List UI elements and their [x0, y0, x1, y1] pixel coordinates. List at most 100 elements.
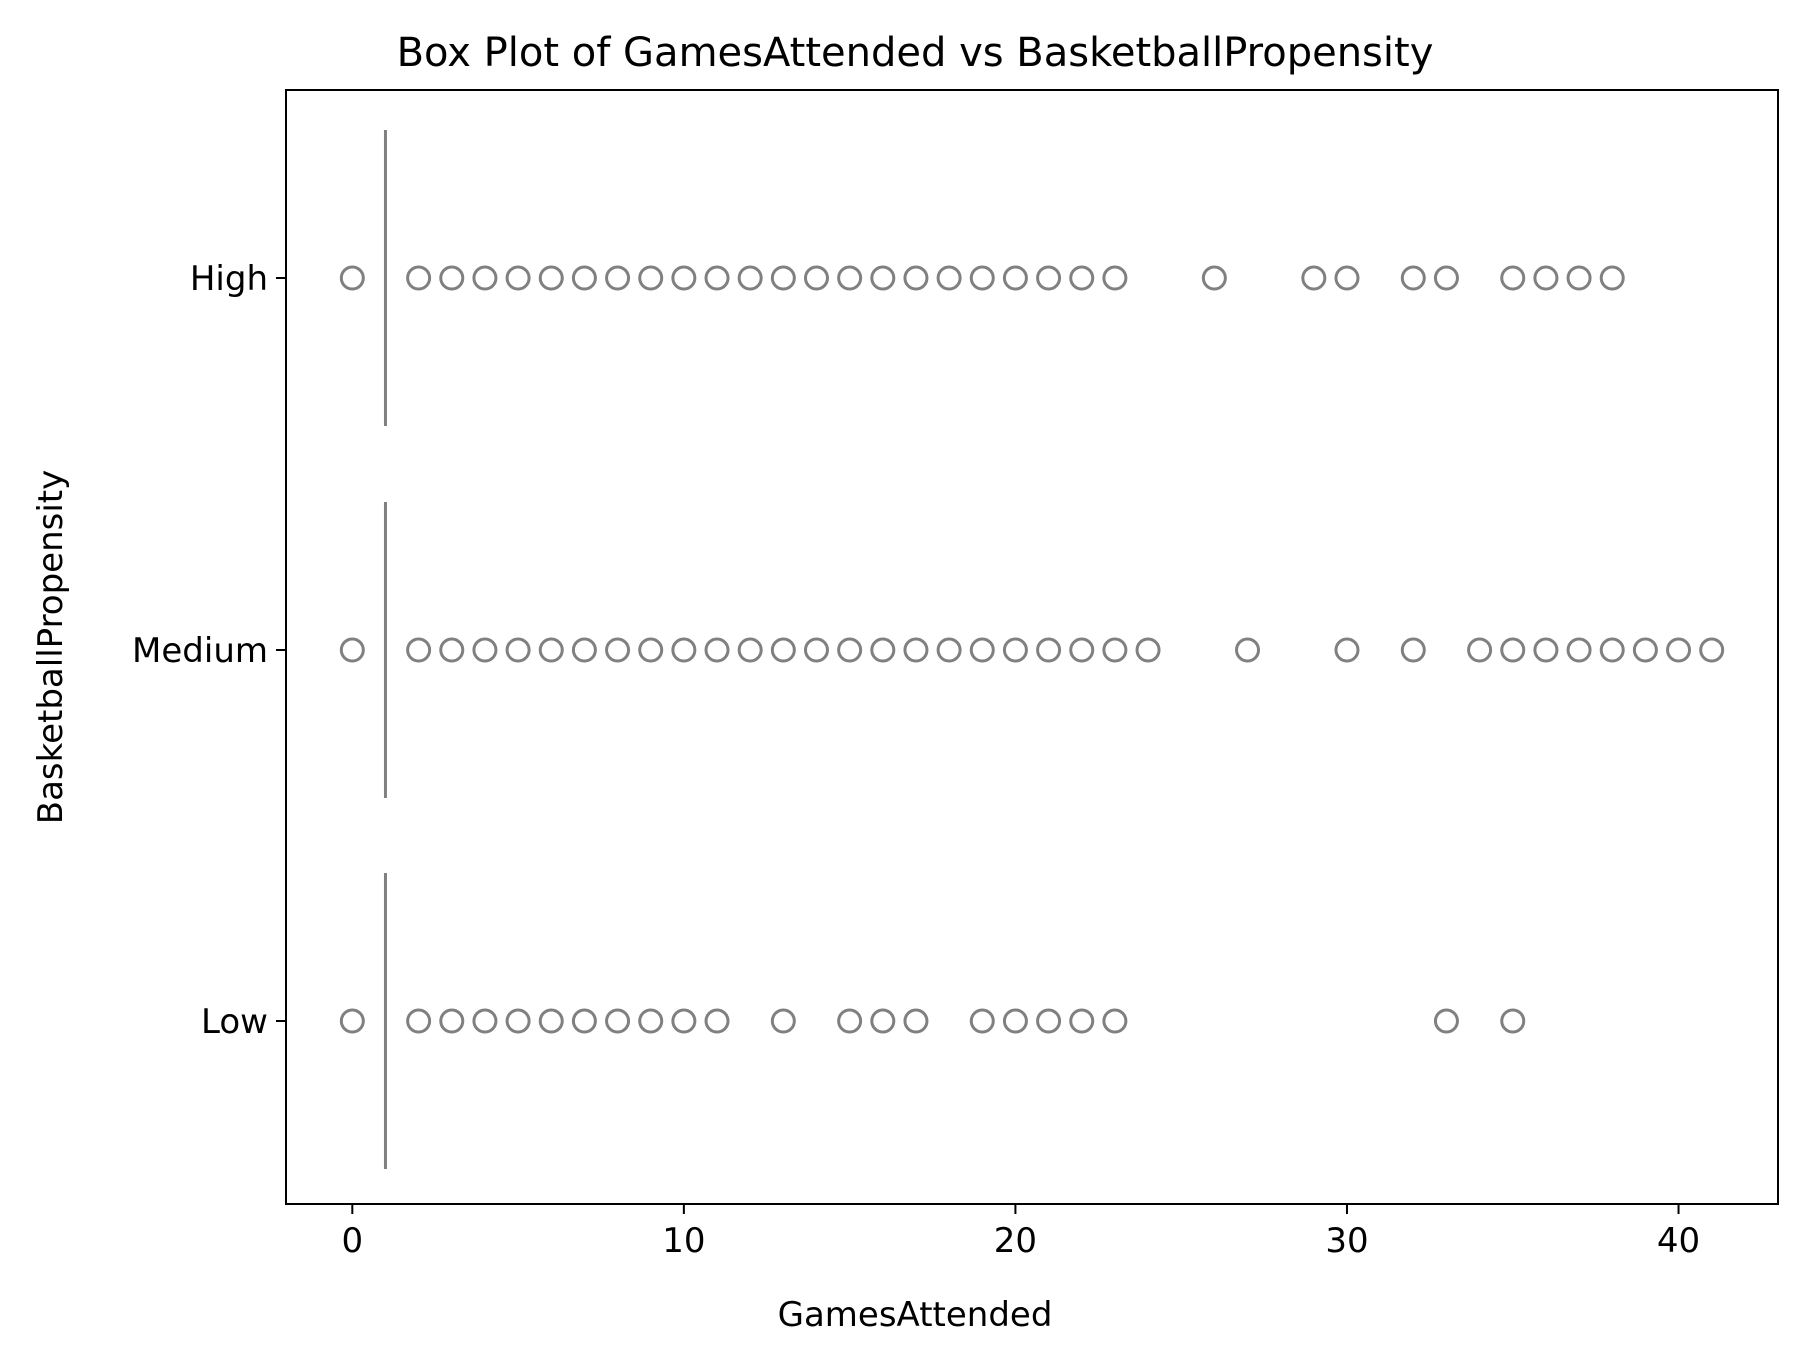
outlier-point	[1467, 637, 1493, 663]
outlier-point	[339, 637, 365, 663]
outlier-point	[1334, 637, 1360, 663]
outlier-point	[936, 265, 962, 291]
outlier-point	[704, 1008, 730, 1034]
outlier-point	[1036, 1008, 1062, 1034]
box-high	[339, 130, 1625, 426]
outlier-point	[1334, 265, 1360, 291]
outlier-point	[770, 1008, 796, 1034]
plot-area	[339, 130, 1725, 1169]
outlier-point	[803, 637, 829, 663]
x-tick-label: 0	[341, 1221, 363, 1261]
outlier-point	[406, 637, 432, 663]
outlier-point	[737, 265, 763, 291]
outlier-point	[1002, 265, 1028, 291]
outlier-point	[969, 265, 995, 291]
chart-title: Box Plot of GamesAttended vs BasketballP…	[397, 30, 1434, 76]
outlier-point	[870, 1008, 896, 1034]
outlier-point	[1135, 637, 1161, 663]
outlier-point	[1666, 637, 1692, 663]
outlier-point	[538, 637, 564, 663]
x-tick-label: 30	[1325, 1221, 1368, 1261]
outlier-point	[671, 265, 697, 291]
x-axis-label: GamesAttended	[778, 1295, 1053, 1335]
outlier-point	[439, 265, 465, 291]
outlier-point	[1400, 265, 1426, 291]
outlier-point	[1036, 637, 1062, 663]
outlier-point	[770, 637, 796, 663]
outlier-point	[870, 265, 896, 291]
outlier-point	[1433, 265, 1459, 291]
outlier-point	[406, 1008, 432, 1034]
outlier-point	[638, 1008, 664, 1034]
outlier-point	[1201, 265, 1227, 291]
outlier-point	[1069, 1008, 1095, 1034]
outlier-point	[1533, 637, 1559, 663]
outlier-point	[671, 1008, 697, 1034]
outlier-point	[770, 265, 796, 291]
outlier-point	[538, 265, 564, 291]
x-axis: 0 10 20 30 40	[341, 1204, 1700, 1261]
outlier-point	[969, 637, 995, 663]
outlier-point	[472, 1008, 498, 1034]
outlier-point	[1102, 1008, 1128, 1034]
outlier-point	[704, 637, 730, 663]
outlier-point	[472, 265, 498, 291]
outlier-point	[969, 1008, 995, 1034]
outlier-point	[538, 1008, 564, 1034]
outlier-point	[1599, 637, 1625, 663]
outlier-point	[1235, 637, 1261, 663]
outlier-point	[406, 265, 432, 291]
outlier-point	[1069, 265, 1095, 291]
outlier-point	[605, 637, 631, 663]
outlier-point	[571, 637, 597, 663]
outlier-point	[1599, 265, 1625, 291]
outlier-point	[903, 1008, 929, 1034]
outlier-point	[1533, 265, 1559, 291]
outlier-point	[505, 637, 531, 663]
outlier-point	[1400, 637, 1426, 663]
outlier-point	[605, 265, 631, 291]
y-tick-label: Low	[201, 1002, 268, 1042]
x-tick-label: 40	[1657, 1221, 1700, 1261]
y-axis: High Medium Low	[132, 259, 286, 1042]
outlier-point	[1500, 1008, 1526, 1034]
outlier-point	[638, 265, 664, 291]
outlier-point	[837, 265, 863, 291]
box-medium	[339, 502, 1725, 798]
y-tick-label: Medium	[132, 631, 268, 671]
outlier-point	[1002, 637, 1028, 663]
y-tick-label: High	[190, 259, 268, 299]
outlier-point	[339, 1008, 365, 1034]
outlier-point	[1069, 637, 1095, 663]
x-tick-label: 20	[994, 1221, 1037, 1261]
outlier-point	[837, 1008, 863, 1034]
outlier-point	[439, 637, 465, 663]
outlier-point	[1699, 637, 1725, 663]
outlier-point	[837, 637, 863, 663]
outlier-point	[505, 1008, 531, 1034]
box-low	[339, 873, 1526, 1169]
outlier-point	[870, 637, 896, 663]
outlier-point	[1036, 265, 1062, 291]
outlier-point	[571, 1008, 597, 1034]
outlier-point	[1433, 1008, 1459, 1034]
outlier-point	[903, 637, 929, 663]
outlier-point	[439, 1008, 465, 1034]
outlier-point	[936, 637, 962, 663]
plot-frame	[285, 89, 1779, 1205]
outlier-point	[1301, 265, 1327, 291]
outlier-point	[1102, 637, 1128, 663]
outlier-point	[704, 265, 730, 291]
outlier-point	[1500, 265, 1526, 291]
outlier-point	[903, 265, 929, 291]
outlier-point	[638, 637, 664, 663]
outlier-point	[505, 265, 531, 291]
y-axis-label: BasketballPropensity	[31, 470, 71, 825]
outlier-point	[1566, 637, 1592, 663]
outlier-point	[472, 637, 498, 663]
outlier-point	[737, 637, 763, 663]
outlier-point	[571, 265, 597, 291]
x-tick-label: 10	[662, 1221, 705, 1261]
outlier-point	[1632, 637, 1658, 663]
